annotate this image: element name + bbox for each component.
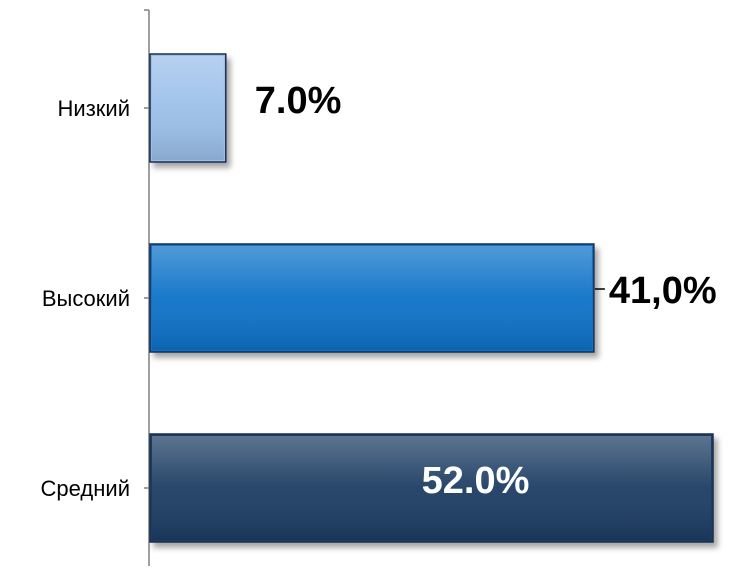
bar-gloss bbox=[152, 56, 224, 160]
bar-2 bbox=[149, 243, 595, 353]
bar-3 bbox=[149, 433, 714, 543]
bar-gloss bbox=[152, 436, 711, 540]
bar-gloss bbox=[152, 246, 592, 350]
value-label: 52.0% bbox=[422, 460, 530, 502]
value-label: 7.0% bbox=[255, 80, 342, 122]
category-label: Высокий bbox=[42, 286, 130, 311]
category-label: Низкий bbox=[58, 96, 130, 121]
bar-1 bbox=[149, 53, 227, 163]
category-label: Средний bbox=[41, 476, 130, 501]
value-label: 41,0% bbox=[609, 270, 717, 312]
